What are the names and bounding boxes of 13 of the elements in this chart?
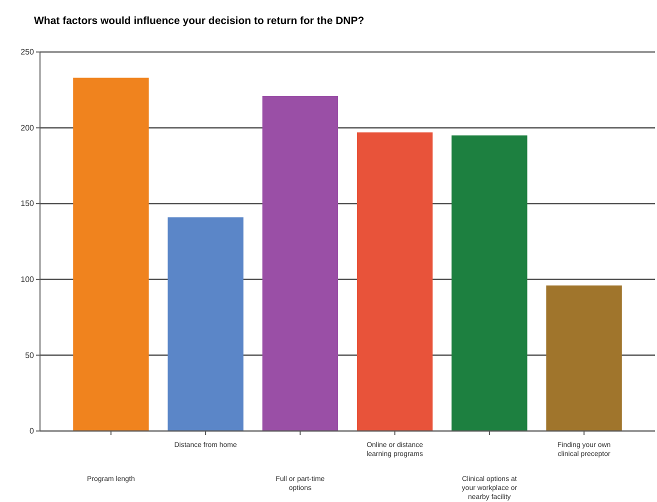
- bar: [356, 132, 433, 431]
- bar: [452, 135, 528, 431]
- y-tick-label: 250: [20, 48, 35, 57]
- bar: [546, 285, 622, 431]
- y-tick-label: 150: [20, 199, 35, 208]
- bar: [262, 96, 338, 431]
- bar: [73, 78, 149, 431]
- y-tick-label: 50: [25, 350, 35, 360]
- y-tick-label: 0: [30, 426, 35, 436]
- y-tick-label: 100: [20, 274, 35, 284]
- y-tick-label: 200: [20, 123, 35, 132]
- bar: [168, 217, 244, 431]
- chart-title: What factors would influence your decision to return for the DNP?: [34, 15, 364, 27]
